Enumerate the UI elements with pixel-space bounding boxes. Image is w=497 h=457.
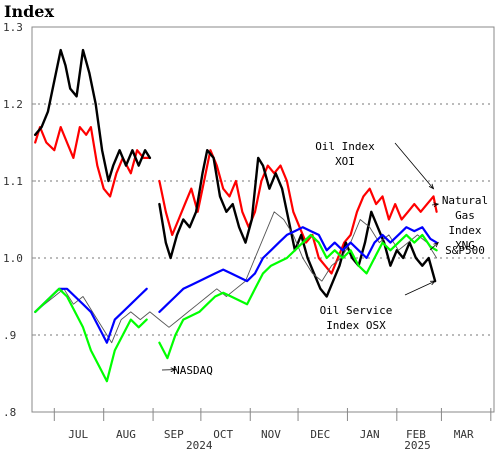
page-title: Index xyxy=(4,2,55,21)
x-tick-label: SEP xyxy=(164,428,184,441)
y-axis: 1.3 1.2 1.1 1.0 .9 .8 xyxy=(3,21,36,419)
series-line xyxy=(34,126,438,275)
x-year-label: 2025 xyxy=(404,439,431,452)
x-tick-label: DEC xyxy=(310,428,330,441)
annotation-pointer xyxy=(429,242,439,251)
y-tick-label: 1.3 xyxy=(3,21,23,34)
series-line xyxy=(34,211,438,344)
annotation-label: Oil Index XOI xyxy=(315,140,375,168)
x-tick-label: MAR xyxy=(454,428,474,441)
x-axis: JUL AUG SEP OCT NOV DEC JAN FEB MAR 2024 2025 xyxy=(53,408,492,452)
annotation-label: NASDAQ xyxy=(173,364,213,377)
y-tick-label: .8 xyxy=(3,406,16,419)
y-tick-label: 1.1 xyxy=(3,175,23,188)
annotation-pointer xyxy=(394,142,434,189)
annotation-label: S&P500 xyxy=(445,244,485,257)
annotation-sp: S&P500 xyxy=(429,241,485,257)
annotation-osx: Oil Service Index OSX xyxy=(320,280,437,332)
x-tick-label: AUG xyxy=(116,428,136,441)
x-tick-label: JUL xyxy=(68,428,88,441)
annotation-gas: Natural Gas Index XNG xyxy=(431,194,488,252)
annotation-arrowhead xyxy=(170,367,177,373)
annotation-label: Natural Gas Index XNG xyxy=(442,194,488,252)
annotation-arrowhead xyxy=(430,280,437,286)
annotation-arrowhead xyxy=(433,241,439,248)
x-tick-label: JAN xyxy=(360,428,380,441)
y-tick-label: 1.0 xyxy=(3,252,23,265)
annotation-oil: Oil Index XOI xyxy=(315,140,435,190)
series-line xyxy=(34,233,438,383)
x-year-label: 2024 xyxy=(186,439,213,452)
x-tick-label: OCT xyxy=(213,428,233,441)
x-tick-label: NOV xyxy=(261,428,281,441)
annotation-label: Oil Service Index OSX xyxy=(320,304,393,332)
plot-frame xyxy=(31,26,495,413)
y-tick-label: .9 xyxy=(3,329,16,342)
annotation-arrowhead xyxy=(433,202,440,208)
series-layer xyxy=(34,48,438,383)
annotation-nasdaq: NASDAQ xyxy=(161,364,213,377)
x-tick-label: FEB xyxy=(406,428,426,441)
annotation-pointer xyxy=(404,280,436,296)
annotation-arrowhead xyxy=(428,183,435,190)
y-tick-label: 1.2 xyxy=(3,98,23,111)
